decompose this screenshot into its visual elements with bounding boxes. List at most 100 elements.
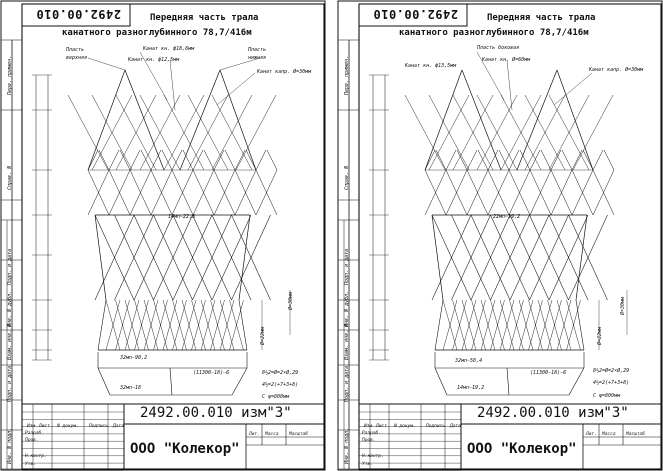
tb-razrab: Разраб. [362, 431, 381, 436]
label-dim-b: 32мп—90,2 [120, 355, 148, 361]
net-mesh-line [445, 149, 457, 171]
net-mesh-line [498, 149, 510, 171]
net-mesh-line [229, 299, 244, 351]
net-edge [94, 214, 107, 301]
net-mesh-line [255, 169, 278, 216]
net-mesh-line [108, 169, 131, 216]
label-face-bottom: Пласть нижняя [248, 47, 267, 61]
net-mesh-line [561, 149, 573, 171]
code-box [358, 3, 468, 27]
drawing-sheet-right: 2492.00.010 Передняя часть трала канатно… [337, 0, 663, 471]
net-edge [556, 69, 594, 171]
leader-line [506, 59, 513, 111]
title-line-2: канатного разноглубинного 78,7/416м [62, 28, 252, 38]
net-edge [424, 69, 463, 171]
net-mesh-line [451, 214, 491, 301]
side-vzam: Взам. инв. N [7, 323, 13, 360]
net-mesh-line [192, 169, 215, 216]
net-mesh-line [466, 169, 489, 216]
label-rope-3: Канат капр. Ø=30мм [589, 67, 644, 73]
net-mesh-line [150, 169, 173, 216]
net-edge [431, 214, 444, 301]
side-vzam: Взам. инв. N [344, 323, 350, 360]
title-line-2: канатного разноглубинного 78,7/416м [399, 28, 589, 38]
net-mesh-line [234, 149, 246, 171]
document-number: 2492.00.010 изм"3" [477, 405, 629, 421]
tb-izm: Изм [364, 424, 373, 429]
title-line-1: Передняя часть трала [150, 13, 259, 23]
tb-data: Дата [450, 424, 461, 429]
tb-razrab: Разраб. [25, 431, 44, 436]
net-mesh-line [172, 214, 213, 301]
tb-utv: Утв. [362, 462, 373, 467]
tb-izm: Изм [27, 424, 36, 429]
net-mesh-line [140, 149, 152, 171]
skirt-line [506, 367, 510, 396]
label-dim-a: 22мп—19,2 [493, 214, 521, 220]
net-mesh-line [529, 149, 541, 171]
net-mesh-line [550, 149, 562, 171]
leader-line [553, 72, 593, 106]
skirt-line [568, 367, 585, 396]
net-mesh-line [211, 214, 252, 301]
label-dim-c: 32мп—18 [120, 385, 142, 391]
label-dim-c: 14мп—19,2 [457, 385, 485, 391]
label-rope-2: Канат кн. ф12,5мм [128, 57, 180, 63]
inner-frame [358, 3, 662, 470]
net-edge [219, 69, 257, 171]
tb-podp: Подпись [426, 424, 445, 429]
net-edge [87, 69, 126, 171]
title-block [358, 403, 662, 470]
net-mesh-line [182, 149, 194, 171]
label-dim-d: (11300—18)—6 [530, 370, 567, 376]
net-mesh-line [452, 94, 494, 171]
net-mesh-line [129, 169, 152, 216]
skirt-line [434, 367, 448, 396]
leader-line [139, 51, 168, 101]
net-mesh-line [114, 214, 154, 301]
net-mesh-line [456, 149, 468, 171]
net-edge [238, 299, 248, 351]
net-mesh-line [592, 149, 604, 171]
net-mesh-line [431, 214, 472, 301]
tb-ndok: N докум. [57, 424, 79, 429]
label-dim-b: 32мп—58,4 [455, 358, 483, 364]
label-dim-d: (11300—18)—6 [193, 370, 230, 376]
net-mesh-line [571, 169, 594, 216]
label-dim-g: С ψ=800мм [593, 393, 621, 399]
tb-ndok: N докум. [394, 424, 416, 429]
tb-list: Лист [39, 424, 50, 429]
net-mesh-line [582, 149, 594, 171]
leader-line [219, 57, 261, 71]
side-inv-dubl: Инв. N дубл. [344, 290, 350, 327]
trawl-net-drawing [337, 0, 663, 471]
net-mesh-line [224, 149, 236, 171]
side-inv-dubl: Инв. N дубл. [7, 290, 13, 327]
net-mesh-line [477, 149, 489, 171]
net-mesh-line [87, 149, 99, 171]
tb-masshtab: Масштаб [626, 432, 645, 437]
label-rope-1: Канат кн. ф13,5мм [405, 63, 457, 69]
net-edge [97, 299, 107, 351]
net-edge [575, 214, 588, 301]
net-edge [179, 69, 221, 171]
net-mesh-line [187, 94, 229, 171]
net-mesh-line [98, 149, 110, 171]
side-inv-podl: Инв. N подл. [7, 427, 13, 464]
label-dim-g: С ψ=800мм [262, 394, 290, 400]
tb-lit: Лит. [249, 432, 260, 437]
net-edge [124, 69, 165, 171]
net-mesh-line [91, 94, 133, 171]
net-mesh-line [87, 169, 110, 216]
side-podp2: Подп. и дата [344, 365, 350, 402]
net-mesh-line [490, 214, 530, 301]
net-mesh-line [161, 149, 173, 171]
tb-massa: Масса [265, 432, 279, 437]
net-mesh-line [211, 94, 253, 171]
label-face-top: Пласть боковая [477, 45, 520, 51]
net-mesh-line [603, 149, 615, 171]
net-mesh-line [524, 94, 566, 171]
net-mesh-line [163, 94, 205, 171]
label-dim-e: 8½2=Ø=2×Ø,29 [262, 370, 299, 376]
side-perv: Перв. примен. [7, 55, 13, 95]
